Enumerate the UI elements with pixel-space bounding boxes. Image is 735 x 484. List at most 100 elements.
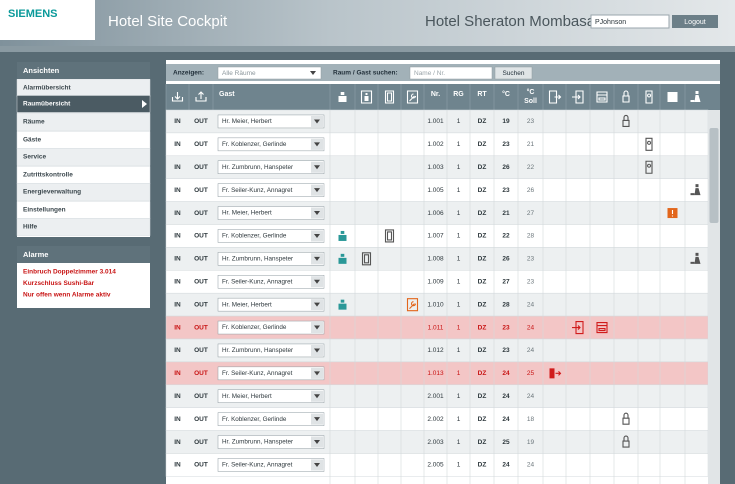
guest-name[interactable]: Hr. Meier, Herbert	[222, 118, 272, 125]
menu-item[interactable]	[16, 113, 151, 131]
check-out[interactable]: OUT	[194, 164, 208, 171]
check-in[interactable]: IN	[174, 118, 181, 125]
search-button-label[interactable]: Suchen	[502, 70, 524, 77]
guest-select[interactable]	[217, 320, 325, 335]
menu-label[interactable]: Raumübersicht	[23, 101, 71, 108]
guest-name[interactable]: Fr. Koblenzer, Gerlinde	[222, 141, 287, 148]
check-out[interactable]: OUT	[194, 347, 208, 354]
menu-label[interactable]: Service	[23, 154, 47, 161]
check-in[interactable]: IN	[174, 393, 181, 400]
check-in[interactable]: IN	[174, 370, 181, 377]
check-in[interactable]: IN	[174, 347, 181, 354]
check-out[interactable]: OUT	[194, 278, 208, 285]
guest-name[interactable]: Fr. Seiler-Kunz, Annagret	[222, 370, 293, 377]
guest-select[interactable]	[217, 275, 325, 289]
status-icon	[338, 230, 347, 241]
check-out[interactable]: OUT	[194, 439, 208, 446]
search-input[interactable]	[409, 66, 493, 80]
menu-item[interactable]	[16, 95, 151, 113]
show-select[interactable]	[217, 66, 322, 80]
guest-name[interactable]: Fr. Seiler-Kunz, Annagret	[222, 187, 293, 194]
guest-name[interactable]: Fr. Koblenzer, Gerlinde	[222, 324, 287, 331]
check-in[interactable]: IN	[174, 256, 181, 263]
check-out[interactable]: OUT	[194, 118, 208, 125]
search-placeholder[interactable]: Name / Nr.	[414, 70, 445, 77]
check-in[interactable]: IN	[174, 141, 181, 148]
guest-name[interactable]: Hr. Zumbrunn, Hanspeter	[222, 439, 293, 446]
menu-label[interactable]: Hilfe	[23, 224, 37, 231]
scroll-thumb[interactable]	[709, 128, 719, 223]
guest-name[interactable]: Fr. Koblenzer, Gerlinde	[222, 416, 287, 423]
check-out[interactable]: OUT	[194, 393, 208, 400]
alarm-item[interactable]: Einbruch Doppelzimmer 3.014	[23, 269, 116, 276]
status-icon	[645, 137, 653, 151]
guest-select[interactable]	[217, 114, 325, 129]
check-in[interactable]: IN	[174, 164, 181, 171]
check-in[interactable]: IN	[174, 187, 181, 194]
search-button[interactable]	[494, 66, 533, 80]
logout-button[interactable]	[672, 15, 718, 28]
guest-select[interactable]	[217, 458, 325, 472]
check-out[interactable]: OUT	[194, 301, 208, 308]
room-group: 1	[457, 439, 461, 446]
guest-name[interactable]: Fr. Koblenzer, Gerlinde	[222, 233, 287, 240]
room-temp: 23	[502, 141, 510, 148]
check-out[interactable]: OUT	[194, 187, 208, 194]
room-type: DZ	[478, 118, 487, 125]
menu-label[interactable]: Energieverwaltung	[23, 189, 81, 196]
guest-select[interactable]	[217, 435, 325, 449]
guest-name[interactable]: Fr. Seiler-Kunz, Annagret	[222, 278, 293, 285]
user-name[interactable]: PJohnson	[595, 19, 626, 26]
check-in[interactable]: IN	[174, 278, 181, 285]
check-out[interactable]: OUT	[194, 462, 208, 469]
guest-name[interactable]: Hr. Zumbrunn, Hanspeter	[222, 347, 293, 354]
alarm-item[interactable]: Kurzschluss Sushi-Bar	[23, 280, 95, 287]
guest-select[interactable]	[217, 160, 325, 174]
menu-label[interactable]: Alarmübersicht	[23, 85, 72, 92]
check-out[interactable]: OUT	[194, 210, 208, 217]
check-in[interactable]: IN	[174, 210, 181, 217]
check-out[interactable]: OUT	[194, 141, 208, 148]
check-out[interactable]: OUT	[194, 256, 208, 263]
guest-name[interactable]: Hr. Meier, Herbert	[222, 393, 272, 400]
menu-label[interactable]: Zutrittskontrolle	[23, 172, 73, 179]
guest-select[interactable]	[217, 252, 325, 266]
guest-select[interactable]	[217, 412, 325, 426]
show-value[interactable]: Alle Räume	[222, 70, 256, 77]
check-out[interactable]: OUT	[194, 324, 208, 331]
guest-select[interactable]	[217, 366, 325, 381]
check-in[interactable]: IN	[174, 416, 181, 423]
icon-part	[597, 94, 607, 101]
user-field[interactable]	[590, 14, 670, 29]
menu-label[interactable]: Einstellungen	[23, 207, 66, 214]
check-out[interactable]: OUT	[194, 416, 208, 423]
menu-item[interactable]	[16, 148, 151, 166]
guest-name[interactable]: Hr. Zumbrunn, Hanspeter	[222, 164, 293, 171]
check-out[interactable]: OUT	[194, 370, 208, 377]
alarm-item[interactable]: Nur offen wenn Alarme aktiv	[23, 292, 111, 299]
check-in[interactable]: IN	[174, 324, 181, 331]
menu-item[interactable]	[16, 218, 151, 236]
guest-name[interactable]: Fr. Seiler-Kunz, Annagret	[222, 462, 293, 469]
check-in[interactable]: IN	[174, 439, 181, 446]
guest-select[interactable]	[217, 343, 325, 358]
menu-label[interactable]: Gäste	[23, 137, 41, 144]
guest-select[interactable]	[217, 229, 325, 243]
guest-select[interactable]	[217, 297, 325, 312]
check-in[interactable]: IN	[174, 462, 181, 469]
check-in[interactable]: IN	[174, 301, 181, 308]
menu-label[interactable]: Räume	[23, 119, 45, 126]
menu-item[interactable]	[16, 183, 151, 201]
guest-select[interactable]	[217, 183, 325, 197]
check-out[interactable]: OUT	[194, 233, 208, 240]
room-group: 1	[457, 118, 461, 125]
check-in[interactable]: IN	[174, 233, 181, 240]
guest-select[interactable]	[217, 389, 325, 403]
guest-name[interactable]: Hr. Meier, Herbert	[222, 210, 272, 217]
guest-name[interactable]: Hr. Meier, Herbert	[222, 301, 272, 308]
logout-label[interactable]: Logout	[684, 19, 705, 26]
guest-select[interactable]	[217, 137, 325, 152]
icon-part	[695, 252, 699, 256]
guest-select[interactable]	[217, 206, 325, 220]
guest-name[interactable]: Hr. Zumbrunn, Hanspeter	[222, 256, 293, 263]
